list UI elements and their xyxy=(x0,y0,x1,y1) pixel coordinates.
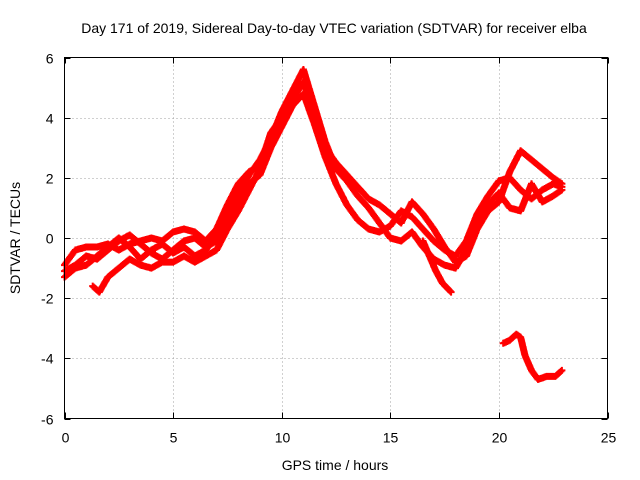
y-axis: -6 -4 -2 0 2 4 6 xyxy=(41,51,608,428)
x-tick-label: 0 xyxy=(62,430,70,446)
x-axis: 0 5 10 15 20 25 xyxy=(62,57,617,446)
data-series xyxy=(61,66,566,383)
y-axis-label: SDTVAR / TECUs xyxy=(7,182,23,294)
x-tick-label: 25 xyxy=(601,430,617,446)
y-tick-label: 2 xyxy=(46,171,54,187)
data-point-markers xyxy=(499,330,566,383)
series-track-2 xyxy=(61,66,566,281)
series-track-5 xyxy=(419,237,455,296)
y-tick-label: -4 xyxy=(41,351,54,367)
x-tick-label: 15 xyxy=(383,430,399,446)
y-tick-label: -2 xyxy=(41,291,54,307)
chart-title: Day 171 of 2019, Sidereal Day-to-day VTE… xyxy=(81,20,587,36)
series-track-4 xyxy=(89,165,264,296)
x-axis-label: GPS time / hours xyxy=(282,457,389,473)
x-tick-label: 5 xyxy=(170,430,178,446)
x-tick-label: 10 xyxy=(275,430,291,446)
series-track-6 xyxy=(499,330,566,383)
y-tick-label: 0 xyxy=(46,231,54,247)
y-tick-label: -6 xyxy=(41,412,54,428)
y-tick-label: 4 xyxy=(46,111,54,127)
data-point-markers xyxy=(61,78,566,269)
series-track-3 xyxy=(61,78,566,269)
x-tick-label: 20 xyxy=(492,430,508,446)
data-point-markers xyxy=(89,165,264,296)
y-tick-label: 6 xyxy=(46,51,54,67)
data-point-markers xyxy=(61,66,566,281)
data-point-markers xyxy=(419,237,455,296)
